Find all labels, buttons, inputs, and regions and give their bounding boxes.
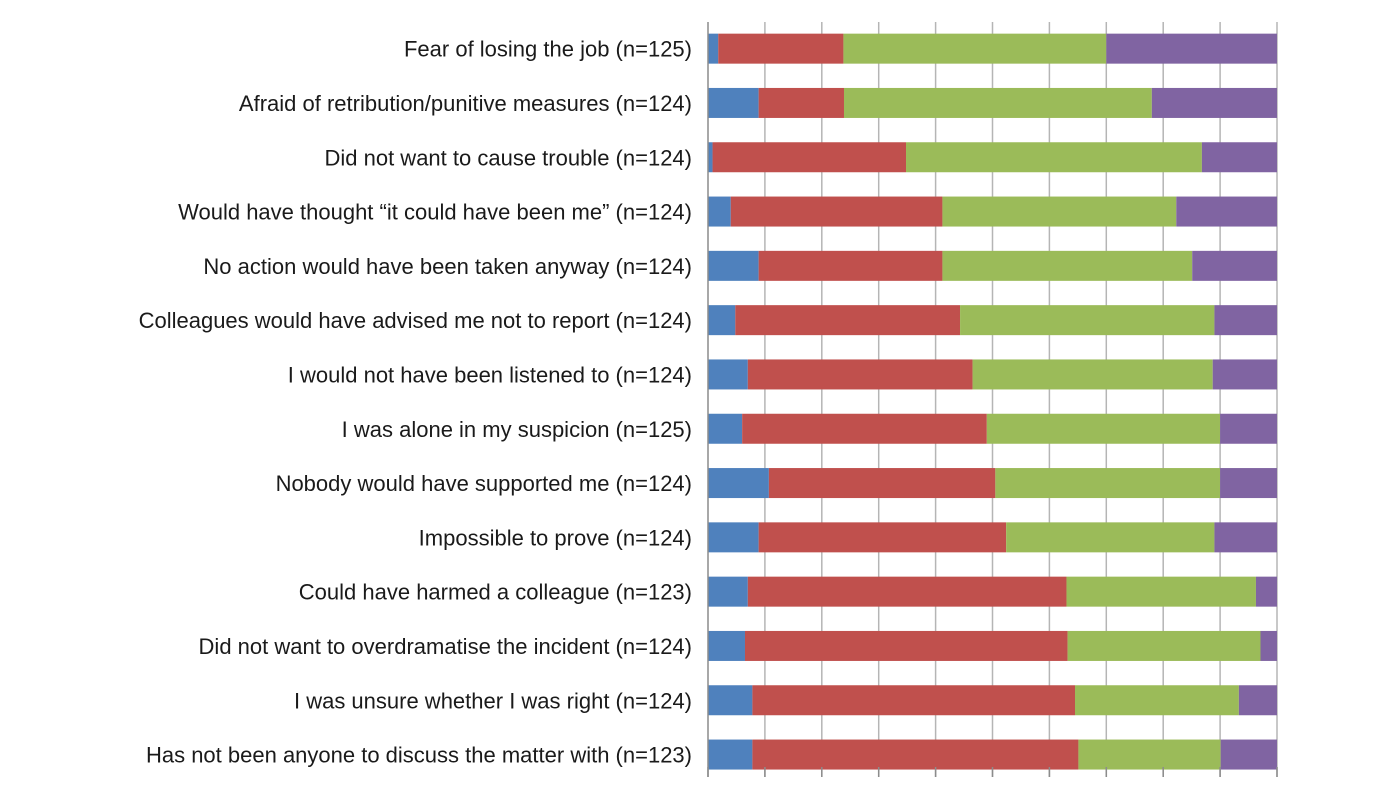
category-label: Afraid of retribution/punitive measures … [239, 91, 692, 116]
bar-segment-1 [708, 739, 753, 770]
bar-segment-2 [758, 250, 943, 281]
category-label: I was alone in my suspicion (n=125) [342, 417, 692, 442]
category-label: Would have thought “it could have been m… [178, 200, 692, 225]
bar-segment-1 [708, 305, 736, 336]
bar-segment-4 [1220, 739, 1277, 770]
bar-segment-2 [752, 739, 1079, 770]
bar-segment-4 [1260, 630, 1277, 661]
bar-segment-4 [1238, 685, 1277, 716]
bar-segment-3 [986, 413, 1221, 444]
bar-segment-1 [708, 142, 713, 173]
bar-segment-2 [742, 413, 987, 444]
category-label: Could have harmed a colleague (n=123) [299, 580, 692, 605]
category-label: No action would have been taken anyway (… [203, 254, 692, 279]
bar-segment-2 [747, 576, 1067, 607]
category-label: Fear of losing the job (n=125) [404, 37, 692, 62]
bar-segment-2 [758, 87, 844, 118]
bar-segment-4 [1176, 196, 1277, 227]
bar-segment-4 [1220, 468, 1277, 499]
bar-segment-1 [708, 468, 769, 499]
bar-segment-3 [942, 196, 1177, 227]
grid-lines [764, 22, 1278, 777]
bar-segment-1 [708, 87, 759, 118]
bar-segment-1 [708, 685, 753, 716]
bar-segment-3 [906, 142, 1202, 173]
bar-segment-2 [744, 630, 1068, 661]
bar-segment-3 [1066, 576, 1256, 607]
bar-segment-3 [995, 468, 1221, 499]
bar-segment-2 [718, 33, 844, 64]
bar-segment-1 [708, 33, 719, 64]
axes [707, 22, 1278, 777]
bar-segment-4 [1192, 250, 1277, 281]
bar-segment-1 [708, 196, 731, 227]
bar-segment-3 [1075, 685, 1239, 716]
bar-segment-1 [708, 250, 759, 281]
bar-segment-2 [712, 142, 907, 173]
bar-segment-3 [1067, 630, 1261, 661]
category-label: Impossible to prove (n=124) [419, 525, 692, 550]
category-label: Did not want to overdramatise the incide… [199, 634, 692, 659]
bar-segment-2 [752, 685, 1076, 716]
bar-segment-4 [1201, 142, 1277, 173]
category-label: I was unsure whether I was right (n=124) [294, 688, 692, 713]
bar-segment-1 [708, 630, 745, 661]
bar-segment-4 [1106, 33, 1277, 64]
bar-segment-3 [942, 250, 1193, 281]
bar-segment-3 [960, 305, 1215, 336]
category-labels: Fear of losing the job (n=125) Afraid of … [139, 37, 692, 768]
bar-segment-2 [768, 468, 996, 499]
bar-segment-2 [735, 305, 961, 336]
category-label: Colleagues would have advised me not to … [139, 308, 692, 333]
bar-segment-4 [1255, 576, 1277, 607]
category-label: Did not want to cause trouble (n=124) [324, 145, 692, 170]
bar-segment-2 [730, 196, 943, 227]
bar-segment-2 [758, 522, 1007, 553]
bars [708, 33, 1277, 770]
category-label: Has not been anyone to discuss the matte… [146, 743, 692, 768]
bar-segment-3 [1006, 522, 1215, 553]
bar-segment-4 [1214, 305, 1277, 336]
bar-segment-2 [747, 359, 973, 390]
bar-segment-4 [1212, 359, 1277, 390]
bar-segment-4 [1220, 413, 1277, 444]
category-label: Nobody would have supported me (n=124) [276, 471, 692, 496]
bar-segment-3 [843, 33, 1107, 64]
bar-segment-1 [708, 522, 759, 553]
bar-segment-1 [708, 576, 748, 607]
bar-segment-1 [708, 413, 743, 444]
category-label: I would not have been listened to (n=124… [288, 362, 692, 387]
bar-segment-3 [843, 87, 1152, 118]
bar-segment-4 [1151, 87, 1277, 118]
bar-segment-3 [972, 359, 1213, 390]
bar-segment-3 [1078, 739, 1221, 770]
bar-segment-4 [1214, 522, 1277, 553]
bar-segment-1 [708, 359, 748, 390]
